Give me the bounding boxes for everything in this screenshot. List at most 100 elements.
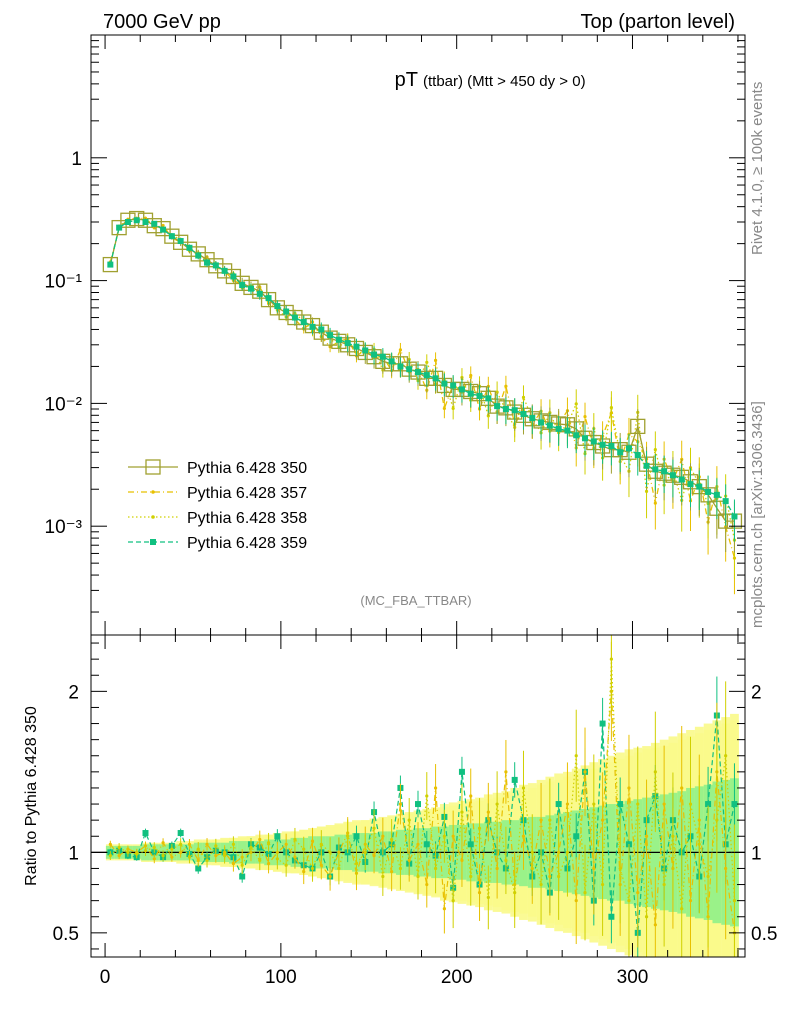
ratio-point-357	[574, 899, 578, 903]
legend-label-3: Pythia 6.428 359	[187, 535, 307, 552]
ratio-point-358	[135, 852, 139, 856]
ratio-point-357	[187, 842, 192, 846]
ratio-point-357	[416, 842, 420, 846]
series-359-point	[731, 513, 738, 520]
ratio-point-359	[142, 830, 149, 837]
series-359-point	[511, 407, 518, 414]
series-359-point	[309, 323, 316, 330]
series-358-point	[521, 395, 526, 399]
ratio-point-357	[284, 842, 288, 846]
ratio-point-358	[328, 850, 332, 854]
legend-marker-0	[145, 459, 161, 475]
series-359-point	[406, 366, 413, 373]
series-359-point	[643, 462, 650, 469]
series-358-point	[609, 406, 613, 410]
series-359-point	[379, 353, 386, 360]
series-359-point	[608, 442, 615, 449]
legend-label-1: Pythia 6.428 357	[187, 485, 307, 502]
series-359-point	[160, 226, 167, 233]
ratio-point-358	[240, 863, 244, 867]
main-panel: 1 10⁻¹ 10⁻² 10⁻³ pT (ttbar) (Mtt > 450 dy >…	[45, 34, 746, 636]
series-359-point	[590, 438, 597, 445]
ratio-point-358	[600, 882, 605, 887]
ratio-point-358	[433, 866, 438, 871]
ratio-point-358	[662, 882, 666, 887]
series-359-point	[256, 290, 263, 297]
ratio-point-358	[372, 826, 376, 830]
series-358-point	[574, 402, 578, 406]
series-359-point	[327, 332, 334, 339]
series-358-point	[653, 448, 657, 452]
ratio-point-358	[284, 863, 288, 867]
series-359-point	[678, 476, 685, 483]
ratio-point-358	[205, 858, 209, 863]
series-357-point	[398, 348, 403, 352]
ratio-point-358	[337, 866, 341, 871]
ratio-y-tick-label: 1	[68, 843, 79, 864]
ratio-point-358	[671, 834, 675, 838]
ratio-point-358	[521, 786, 526, 790]
series-357-line	[109, 217, 736, 559]
ratio-point-359	[415, 801, 421, 808]
ratio-point-358	[354, 862, 359, 866]
ratio-point-358	[486, 895, 490, 900]
ratio-point-359	[177, 830, 184, 837]
series-359-point	[212, 262, 219, 269]
series-357-point	[161, 223, 165, 228]
x-tick-label: 300	[617, 967, 649, 988]
ratio-y-tick-label: 2	[68, 682, 79, 703]
ratio-point-357	[398, 802, 403, 806]
y-tick-label: 10⁻¹	[45, 272, 83, 293]
series-359-point	[529, 415, 536, 422]
ratio-point-357	[653, 923, 657, 927]
ratio-point-358	[214, 844, 218, 848]
series-359-point	[186, 244, 193, 251]
ratio-point-358	[592, 802, 596, 806]
series-359-point	[124, 219, 131, 226]
ratio-point-358	[170, 847, 174, 851]
x-tick-label: 200	[441, 967, 473, 988]
series-358-point	[486, 414, 490, 418]
mcplots-label: mcplots.cern.ch [arXiv:1306.3436]	[749, 401, 766, 628]
ratio-point-359	[353, 833, 360, 840]
series-359-point	[705, 488, 712, 495]
ratio-point-358	[126, 850, 130, 854]
ratio-point-357	[688, 899, 693, 903]
series-359-point	[221, 267, 228, 274]
legend-label-2: Pythia 6.428 358	[187, 510, 307, 527]
series-359-point	[107, 261, 114, 268]
ratio-point-357	[600, 818, 605, 822]
ratio-point-358	[530, 850, 534, 854]
ratio-point-357	[680, 786, 684, 790]
ratio-point-358	[310, 866, 315, 871]
ratio-point-357	[583, 770, 587, 774]
series-359-point	[291, 314, 298, 321]
ratio-point-358	[557, 874, 561, 879]
series-358-point	[644, 489, 649, 494]
ratio-point-359	[511, 776, 518, 783]
series-350-point	[146, 218, 162, 234]
ratio-point-358	[495, 802, 499, 806]
ratio-point-357	[548, 874, 552, 879]
series-350-point	[129, 210, 145, 227]
series-359-point	[177, 238, 184, 245]
ratio-point-357	[214, 853, 218, 858]
series-359-point	[423, 372, 430, 379]
ratio-point-358	[680, 907, 684, 911]
ratio-point-357	[310, 839, 315, 843]
series-359-point	[494, 403, 501, 410]
header-right-label: Top (parton level)	[580, 11, 735, 33]
ratio-point-358	[108, 853, 112, 858]
ratio-point-357	[293, 855, 297, 859]
ratio-point-358	[513, 891, 517, 895]
ratio-point-357	[381, 834, 385, 838]
ratio-point-357	[337, 850, 341, 854]
ratio-point-358	[583, 891, 587, 895]
plot-subtitle: (ttbar) (Mtt > 450 dy > 0)	[423, 73, 586, 90]
ratio-point-358	[644, 915, 649, 919]
ratio-y-axis-label: Ratio to Pythia 6.428 350	[23, 706, 40, 886]
ratio-point-357	[117, 853, 121, 858]
ratio-point-357	[469, 794, 473, 798]
series-357-point	[442, 406, 446, 411]
